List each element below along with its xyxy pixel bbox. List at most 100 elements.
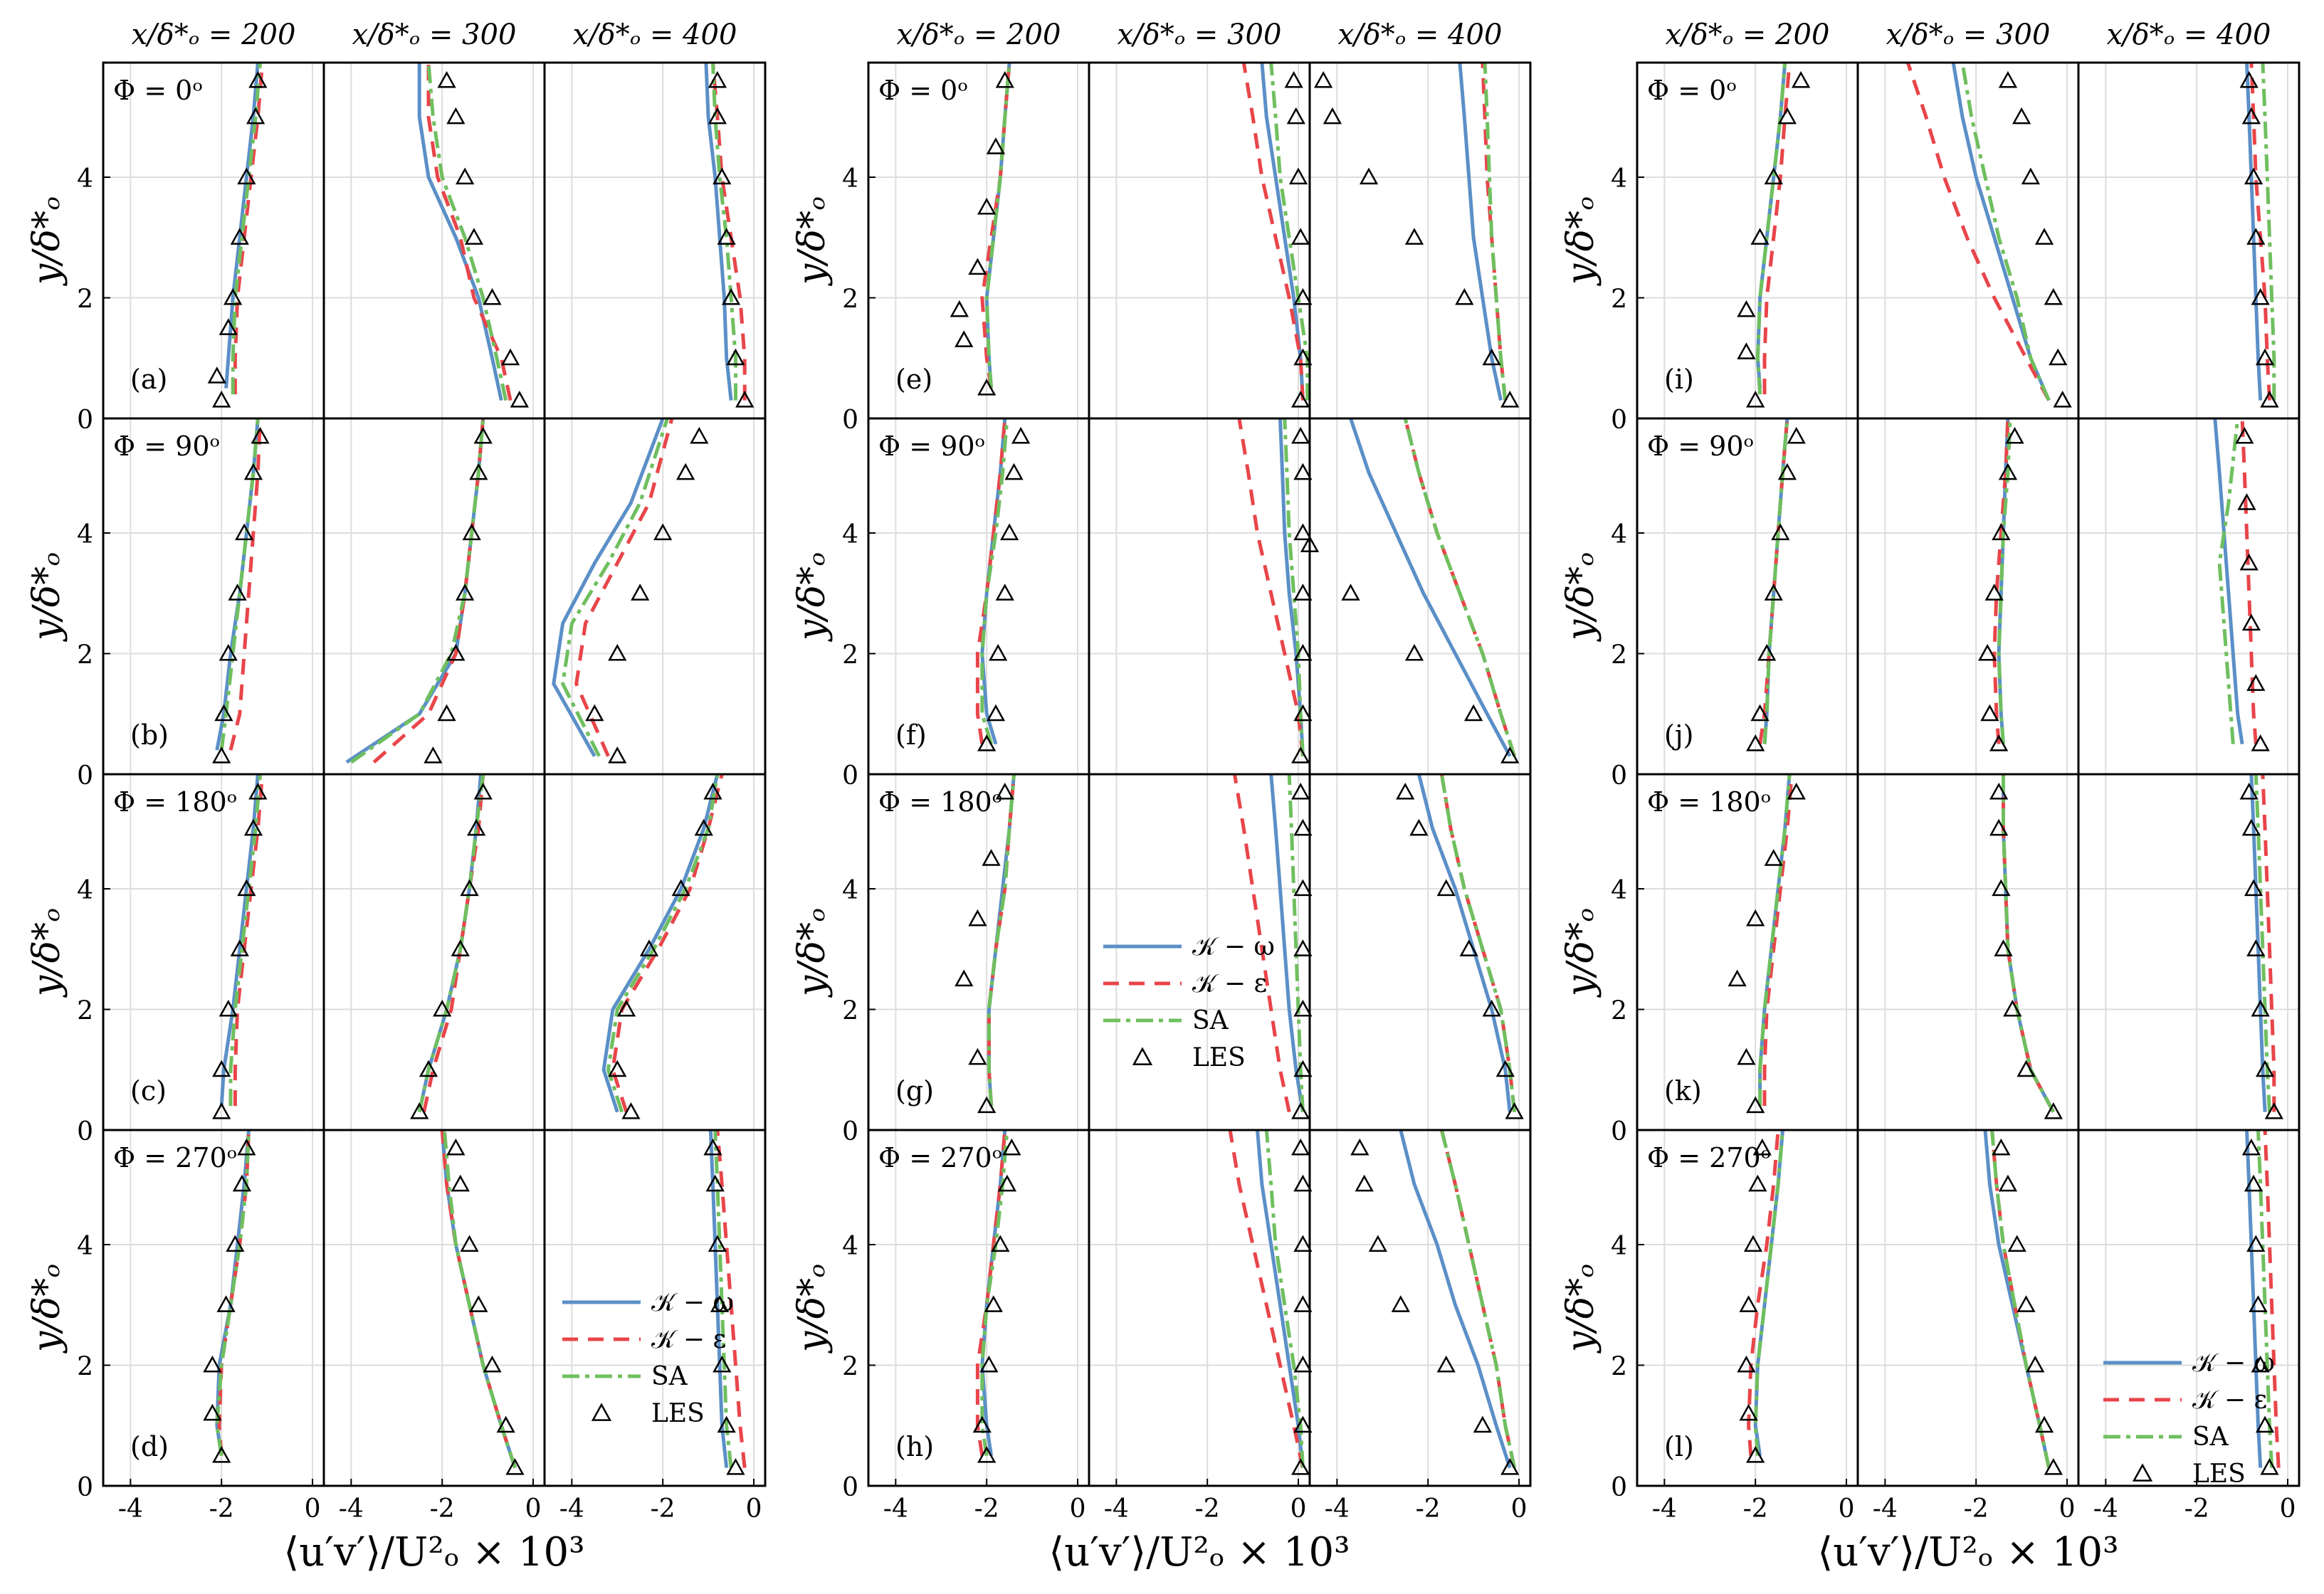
komega-line xyxy=(219,774,260,1107)
panel xyxy=(322,773,546,1131)
legend-label: LES xyxy=(2192,1460,2246,1489)
komega-line xyxy=(1399,1129,1512,1469)
les-marker xyxy=(1737,342,1756,359)
x-tick-label: -4 xyxy=(2093,1494,2118,1524)
les-marker xyxy=(955,969,974,987)
panel xyxy=(322,61,546,420)
keps-line xyxy=(2240,418,2258,744)
panel-frame xyxy=(1088,1129,1311,1487)
les-marker xyxy=(1980,704,1999,722)
x-tick-label: -2 xyxy=(974,1494,999,1524)
legend-label: 𝒦 − ε xyxy=(651,1325,726,1354)
les-marker xyxy=(410,1102,429,1119)
panel xyxy=(1308,773,1532,1131)
y-tick-label: 2 xyxy=(77,641,93,670)
les-marker xyxy=(984,1295,1003,1312)
panel-letter: (b) xyxy=(130,719,169,751)
les-marker xyxy=(705,1174,725,1192)
row-label: Φ = 0ᵒ xyxy=(878,75,968,106)
les-marker xyxy=(631,584,650,601)
les-marker xyxy=(2246,939,2266,956)
les-marker xyxy=(2012,107,2031,125)
column-title: x/δ*ₒ = 400 xyxy=(2107,19,2271,51)
les-marker xyxy=(690,426,709,444)
les-marker xyxy=(616,999,636,1017)
panel-frame xyxy=(1308,1129,1532,1487)
les-marker xyxy=(469,1295,488,1312)
legend-les-icon xyxy=(1132,1047,1153,1065)
panel-letter: (j) xyxy=(1664,719,1693,751)
les-marker xyxy=(968,1047,987,1065)
panel xyxy=(1088,773,1313,1131)
les-marker xyxy=(977,379,997,396)
les-marker xyxy=(456,584,475,601)
les-marker xyxy=(608,746,627,764)
les-marker xyxy=(2239,70,2259,88)
les-marker xyxy=(1436,1355,1456,1373)
les-marker xyxy=(1291,426,1310,444)
les-marker xyxy=(232,1174,252,1192)
les-marker xyxy=(2005,426,2024,444)
komega-line xyxy=(1458,62,1503,401)
les-marker xyxy=(995,70,1014,88)
les-marker xyxy=(653,523,673,541)
les-marker xyxy=(2007,1235,2026,1252)
x-tick-label: 0 xyxy=(1290,1494,1307,1524)
les-marker xyxy=(1011,426,1031,444)
komega-line xyxy=(1416,774,1512,1112)
row-label: Φ = 90ᵒ xyxy=(113,431,220,462)
les-marker xyxy=(473,782,493,800)
les-marker xyxy=(1291,782,1310,800)
y-tick-label: 0 xyxy=(1611,406,1627,435)
les-marker xyxy=(694,818,713,836)
les-marker xyxy=(1293,818,1313,836)
les-marker xyxy=(1777,107,1797,125)
les-marker xyxy=(1746,1096,1765,1114)
les-marker xyxy=(2255,1415,2275,1433)
les-marker xyxy=(2017,1060,2036,1077)
les-marker xyxy=(1288,167,1308,185)
les-marker xyxy=(2003,999,2022,1017)
les-marker xyxy=(2239,553,2259,571)
panel xyxy=(102,61,325,420)
les-marker xyxy=(639,939,659,956)
les-marker xyxy=(735,391,754,408)
les-marker xyxy=(2044,1458,2063,1475)
keps-line xyxy=(1905,62,2051,401)
column-title: x/δ*ₒ = 200 xyxy=(1666,19,1830,51)
y-tick-label: 2 xyxy=(842,997,858,1026)
panel xyxy=(2077,417,2301,776)
les-marker xyxy=(460,1235,479,1252)
x-tick-label: -4 xyxy=(118,1494,143,1524)
les-marker xyxy=(708,1235,727,1252)
x-tick-label: 0 xyxy=(1070,1494,1086,1524)
les-marker xyxy=(1368,1235,1388,1252)
komega-line xyxy=(704,62,733,401)
panel xyxy=(1856,773,2080,1131)
panel xyxy=(543,1129,767,1487)
les-marker xyxy=(2053,391,2072,408)
les-marker xyxy=(230,228,249,245)
legend-label: SA xyxy=(1192,1006,1229,1035)
komega-line xyxy=(1755,62,1787,389)
y-tick-label: 2 xyxy=(1611,641,1627,670)
les-marker xyxy=(1293,879,1313,897)
les-marker xyxy=(2251,287,2270,305)
x-tick-label: -4 xyxy=(1325,1494,1350,1524)
sa-line xyxy=(1439,1129,1517,1469)
keps-line xyxy=(980,62,1011,389)
les-marker xyxy=(1750,228,1770,245)
panel-frame xyxy=(1856,61,2080,420)
les-marker xyxy=(203,1355,222,1373)
panel xyxy=(322,417,546,776)
les-marker xyxy=(1286,107,1305,125)
les-marker xyxy=(460,879,479,897)
panel xyxy=(543,773,767,1131)
les-marker xyxy=(1992,523,2011,541)
x-tick-label: -2 xyxy=(2184,1494,2209,1524)
column-title: x/δ*ₒ = 300 xyxy=(352,19,517,51)
panel xyxy=(867,1129,1090,1487)
les-marker xyxy=(433,999,452,1017)
les-marker xyxy=(224,287,243,305)
les-marker xyxy=(248,70,268,88)
